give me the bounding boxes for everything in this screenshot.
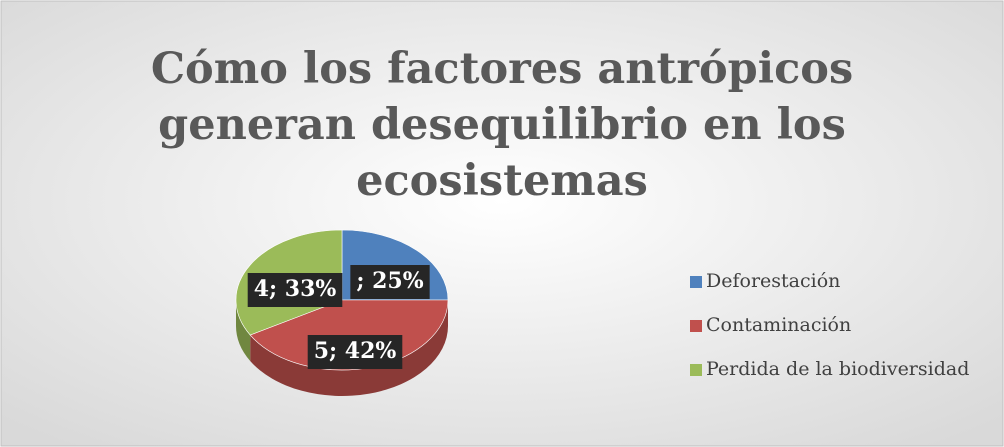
data-label-box bbox=[350, 265, 430, 299]
legend-swatch bbox=[690, 320, 702, 332]
chart-title: Cómo los factores antrópicos generan dese… bbox=[151, 44, 853, 206]
data-label: ; 25% bbox=[356, 268, 423, 294]
data-label-box bbox=[247, 273, 343, 307]
chart-title-text: Cómo los factores antrópicos generan dese… bbox=[151, 44, 853, 206]
legend-swatch bbox=[690, 364, 702, 376]
data-label: 4; 33% bbox=[254, 276, 337, 302]
data-label-box bbox=[307, 335, 403, 369]
legend-swatch bbox=[690, 276, 702, 288]
data-label: 5; 42% bbox=[314, 338, 397, 364]
legend-label: Contaminación bbox=[706, 314, 851, 336]
legend-label: Perdida de la biodiversidad bbox=[706, 358, 969, 380]
slice-side bbox=[236, 300, 251, 361]
slice-side bbox=[250, 300, 448, 396]
legend-label: Deforestación bbox=[706, 270, 840, 292]
